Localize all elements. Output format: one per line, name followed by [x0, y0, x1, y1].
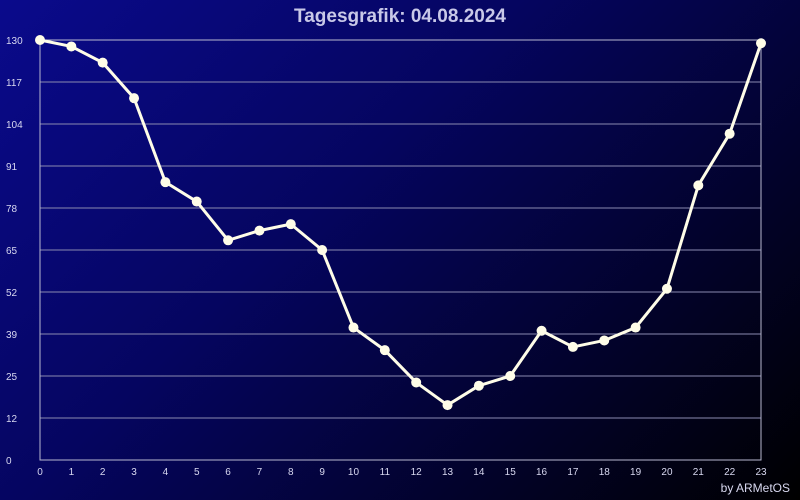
x-tick-label: 11: [380, 467, 391, 478]
y-tick-label: 78: [6, 204, 18, 215]
x-axis-ticks: 0 1 2 3 4 5 6 7 8 9 10 11 12 13 14 15 16 17 18 19 20 21 22 23: [37, 467, 767, 478]
x-tick-label: 5: [194, 467, 200, 478]
data-point: [66, 41, 77, 52]
grid-lines: [40, 81, 761, 419]
x-tick-label: 2: [100, 467, 106, 478]
x-tick-label: 22: [724, 467, 736, 478]
x-tick-label: 19: [630, 467, 642, 478]
data-point: [223, 235, 234, 246]
x-tick-label: 14: [473, 467, 485, 478]
x-tick-label: 12: [411, 467, 423, 478]
data-point: [661, 283, 672, 294]
data-point: [97, 57, 108, 68]
x-tick-label: 6: [225, 467, 231, 478]
x-tick-label: 10: [348, 467, 360, 478]
data-point: [317, 245, 328, 255]
x-tick-label: 20: [661, 467, 673, 478]
data-point: [505, 371, 516, 381]
x-tick-label: 3: [131, 467, 137, 478]
y-tick-label: 104: [6, 120, 23, 131]
series-line: [39, 38, 763, 407]
x-tick-label: 17: [567, 467, 579, 478]
data-point: [724, 128, 735, 139]
y-tick-label: 25: [6, 372, 18, 383]
data-point: [191, 196, 202, 207]
data-point: [756, 38, 766, 49]
y-tick-label: 12: [6, 414, 18, 425]
x-tick-label: 23: [755, 467, 767, 478]
data-point: [35, 35, 45, 45]
x-tick-label: 1: [69, 467, 75, 478]
x-tick-label: 16: [536, 467, 548, 478]
series: [35, 35, 766, 411]
x-tick-label: 21: [693, 467, 705, 478]
x-tick-label: 8: [288, 467, 294, 478]
data-point: [160, 177, 171, 188]
y-tick-label: 52: [6, 288, 18, 299]
x-tick-label: 4: [163, 467, 169, 478]
data-point: [599, 335, 610, 346]
chart-title: Tagesgrafik: 04.08.2024: [294, 6, 506, 27]
y-tick-label: 65: [6, 246, 18, 257]
data-point: [693, 180, 704, 191]
credit-text: by ARMetOS: [720, 481, 790, 495]
data-point: [348, 322, 359, 333]
x-tick-label: 0: [37, 467, 43, 478]
x-tick-label: 7: [257, 467, 263, 478]
data-point: [129, 93, 140, 104]
x-tick-label: 18: [599, 467, 611, 478]
x-tick-label: 15: [505, 467, 517, 478]
data-point: [630, 322, 641, 333]
plot-area: [39, 39, 762, 461]
data-point: [442, 400, 453, 411]
data-point: [567, 341, 578, 352]
y-tick-label: 130: [6, 36, 23, 47]
y-tick-label: 117: [6, 78, 22, 89]
y-tick-label: 91: [6, 162, 18, 173]
data-point: [254, 225, 265, 236]
data-point: [473, 380, 484, 391]
y-axis-ticks: 0 12 25 39 52 65 78 91 104 117 130: [6, 36, 23, 467]
x-tick-label: 13: [442, 467, 454, 478]
data-point: [536, 325, 547, 336]
data-point: [379, 345, 390, 356]
y-tick-label: 0: [6, 456, 12, 467]
y-tick-label: 39: [6, 330, 18, 341]
data-point: [285, 219, 296, 230]
x-tick-label: 9: [319, 467, 325, 478]
data-point: [411, 377, 422, 388]
